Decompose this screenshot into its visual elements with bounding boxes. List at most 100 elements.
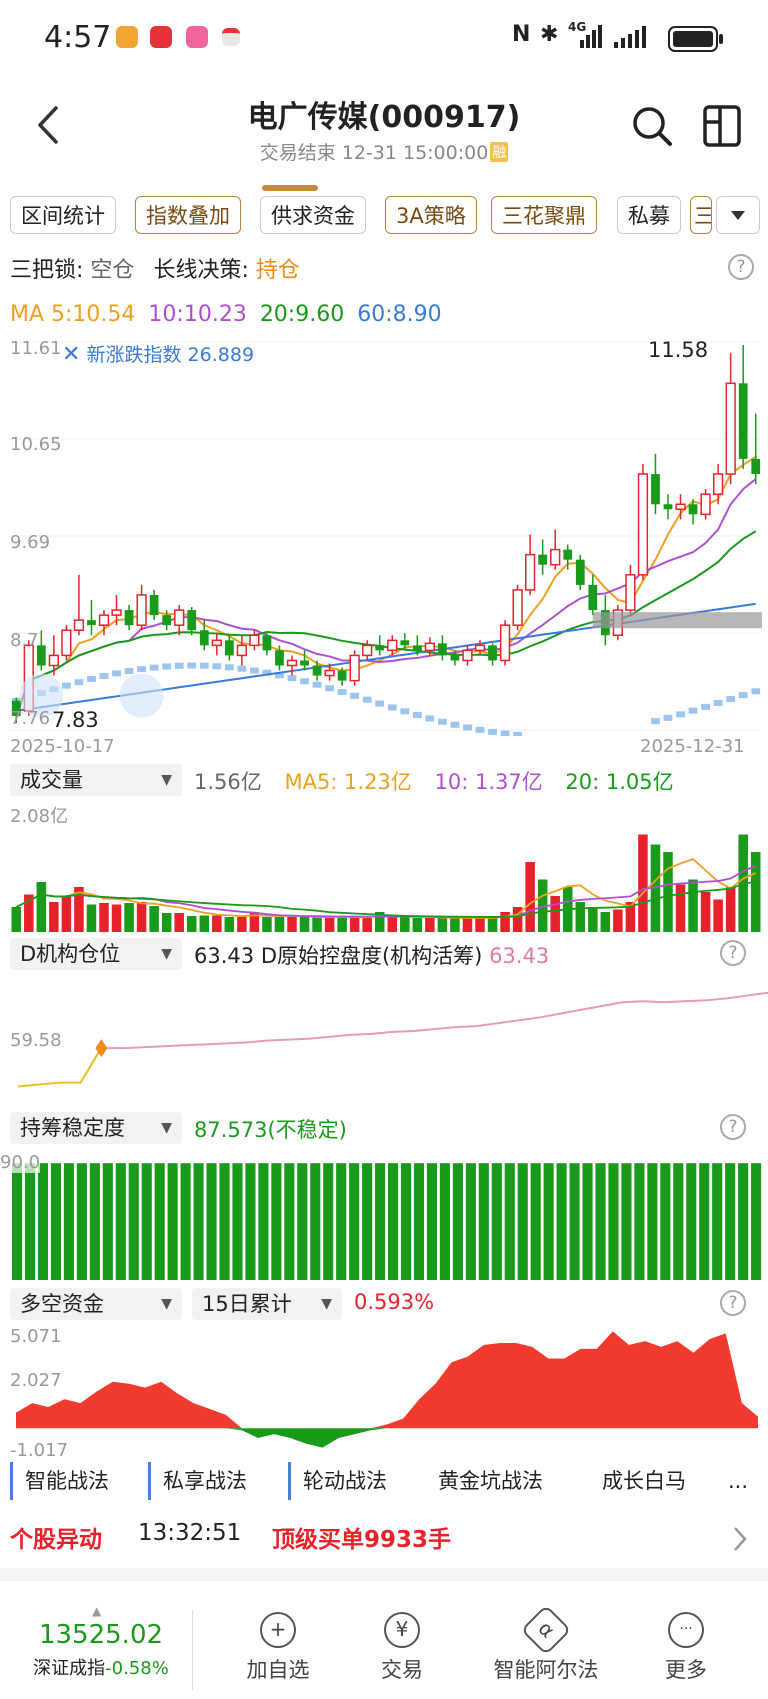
stability-bar bbox=[297, 1163, 308, 1280]
layout-switch-button[interactable] bbox=[702, 104, 744, 152]
index-overlay-bar bbox=[500, 730, 510, 736]
huawei-notification-icon bbox=[150, 26, 172, 48]
period-select[interactable]: 15日累计 ▼ bbox=[192, 1288, 342, 1320]
stability-bar bbox=[336, 1163, 347, 1280]
tabs-dropdown-button[interactable] bbox=[716, 196, 760, 234]
stability-bar bbox=[362, 1163, 373, 1280]
help-icon[interactable]: ? bbox=[720, 1290, 746, 1316]
tab-more-partial[interactable]: 三 bbox=[690, 196, 712, 234]
candle-body-down bbox=[124, 610, 134, 626]
strategy-golden-pit[interactable]: 黄金坑战法 bbox=[426, 1462, 555, 1500]
index-ticker[interactable]: 13525.02 深证成指-0.58% bbox=[16, 1620, 186, 1680]
fund-axis-bottom: -1.017 bbox=[10, 1440, 69, 1461]
stock-alert-bar[interactable]: 个股异动 13:32:51 顶级买单9933手 bbox=[0, 1508, 768, 1568]
nav-smart-alpha[interactable]: α 智能阿尔法 bbox=[476, 1604, 616, 1684]
volume-bar bbox=[312, 917, 322, 932]
bilibili-notification-icon bbox=[186, 26, 208, 48]
indicator-select-jigou[interactable]: D机构仓位 ▼ bbox=[10, 938, 182, 970]
candle-body-up bbox=[625, 574, 636, 611]
trade-status: 交易结束 12-31 15:00:00 融 bbox=[0, 138, 768, 165]
indicator-select-stability[interactable]: 持筹稳定度 ▼ bbox=[10, 1112, 182, 1144]
caret-down-icon: ▼ bbox=[161, 772, 172, 788]
tab-sanhua[interactable]: 三花聚鼎 bbox=[491, 196, 597, 234]
volume-bar bbox=[625, 902, 636, 932]
stability-bar bbox=[180, 1163, 191, 1280]
strategy-more[interactable]: ... bbox=[722, 1462, 755, 1500]
strategy-smart[interactable]: 智能战法 bbox=[10, 1462, 121, 1500]
fund-flow-chart[interactable] bbox=[0, 1326, 768, 1460]
help-icon[interactable]: ? bbox=[720, 1114, 746, 1140]
stability-bar bbox=[400, 1163, 412, 1280]
back-button[interactable] bbox=[30, 100, 70, 150]
app-notification-icon bbox=[116, 26, 138, 48]
y-label-top: 11.61 bbox=[10, 338, 62, 359]
jigou-chart[interactable] bbox=[0, 976, 768, 1106]
candle-body-down bbox=[275, 650, 284, 666]
status-time: 4:57 bbox=[44, 20, 112, 55]
search-button[interactable] bbox=[630, 104, 674, 152]
candle-body-up bbox=[675, 503, 686, 511]
jigou-select-label: D机构仓位 bbox=[20, 942, 121, 966]
tab-interval-stats[interactable]: 区间统计 bbox=[10, 196, 116, 234]
tab-private-fund[interactable]: 私募 bbox=[617, 196, 681, 234]
candle-body-down bbox=[438, 643, 447, 656]
candle-body-up bbox=[474, 644, 486, 652]
y-label-3: 9.69 bbox=[10, 532, 51, 553]
index-overlay-bar bbox=[676, 711, 685, 718]
candle-body-up bbox=[499, 624, 511, 662]
candle-body-down bbox=[224, 640, 234, 656]
index-overlay-bar bbox=[713, 699, 723, 706]
volume-bar bbox=[663, 852, 673, 932]
nav-add-watchlist[interactable]: + 加自选 bbox=[228, 1612, 328, 1684]
stability-bar bbox=[258, 1163, 269, 1280]
stability-chart[interactable] bbox=[0, 1152, 768, 1284]
index-overlay-bar bbox=[688, 707, 698, 714]
jigou-legend: 63.43 D原始控盘度(机构活筹) 63.43 bbox=[194, 940, 549, 970]
volume-bar bbox=[700, 892, 711, 932]
volume-bar bbox=[400, 917, 410, 932]
index-overlay-bar bbox=[99, 673, 109, 680]
nav-more[interactable]: ··· 更多 bbox=[636, 1612, 736, 1684]
stability-bar bbox=[310, 1163, 321, 1280]
stability-bar bbox=[245, 1163, 256, 1280]
indicator-select-fund-flow[interactable]: 多空资金 ▼ bbox=[10, 1288, 182, 1320]
strategy-private[interactable]: 私享战法 bbox=[148, 1462, 259, 1500]
volume-bar bbox=[249, 912, 260, 932]
stability-bar bbox=[725, 1163, 736, 1280]
tab-3a-strategy[interactable]: 3A策略 bbox=[385, 196, 477, 234]
lock-row: 三把锁: 空仓 长线决策: 持仓 bbox=[10, 252, 300, 284]
candle-body-down bbox=[11, 700, 21, 716]
tab-index-overlay[interactable]: 指数叠加 bbox=[135, 196, 241, 234]
help-icon[interactable]: ? bbox=[728, 254, 754, 280]
price-chart[interactable] bbox=[0, 336, 768, 736]
stability-bar bbox=[530, 1163, 541, 1280]
help-icon[interactable]: ? bbox=[720, 940, 746, 966]
candle-body-down bbox=[87, 620, 96, 626]
volume-chart[interactable] bbox=[0, 800, 768, 934]
index-overlay-bar bbox=[74, 679, 84, 686]
jigou-axis-label: 59.58 bbox=[10, 1030, 62, 1051]
fund-axis-mid: 2.027 bbox=[10, 1370, 62, 1391]
nav-trade[interactable]: ¥ 交易 bbox=[352, 1612, 452, 1684]
volume-bar bbox=[237, 917, 247, 932]
overlay-legend[interactable]: ✕ 新涨跌指数 26.889 bbox=[62, 340, 254, 367]
strategy-growth[interactable]: 成长白马 bbox=[590, 1462, 698, 1500]
stability-bar bbox=[141, 1163, 152, 1280]
date-start: 2025-10-17 bbox=[10, 736, 115, 757]
low-price-label: 7.83 bbox=[52, 708, 99, 732]
tab-supply-demand[interactable]: 供求资金 bbox=[260, 196, 366, 234]
candle-body-down bbox=[400, 640, 410, 646]
candle-body-down bbox=[751, 458, 761, 475]
volume-bar bbox=[61, 896, 72, 932]
indicator-select-volume[interactable]: 成交量 ▼ bbox=[10, 764, 182, 796]
close-icon[interactable]: ✕ bbox=[62, 342, 81, 367]
candle-body-up bbox=[349, 654, 360, 682]
index-overlay-bar bbox=[275, 672, 284, 679]
caret-down-icon bbox=[731, 211, 745, 220]
volume-bar bbox=[49, 902, 59, 932]
nav-add-label: 加自选 bbox=[246, 1658, 310, 1682]
volume-bar bbox=[111, 904, 122, 932]
volume-bar bbox=[199, 915, 210, 932]
strategy-rotation[interactable]: 轮动战法 bbox=[288, 1462, 399, 1500]
volume-bar bbox=[99, 903, 109, 932]
